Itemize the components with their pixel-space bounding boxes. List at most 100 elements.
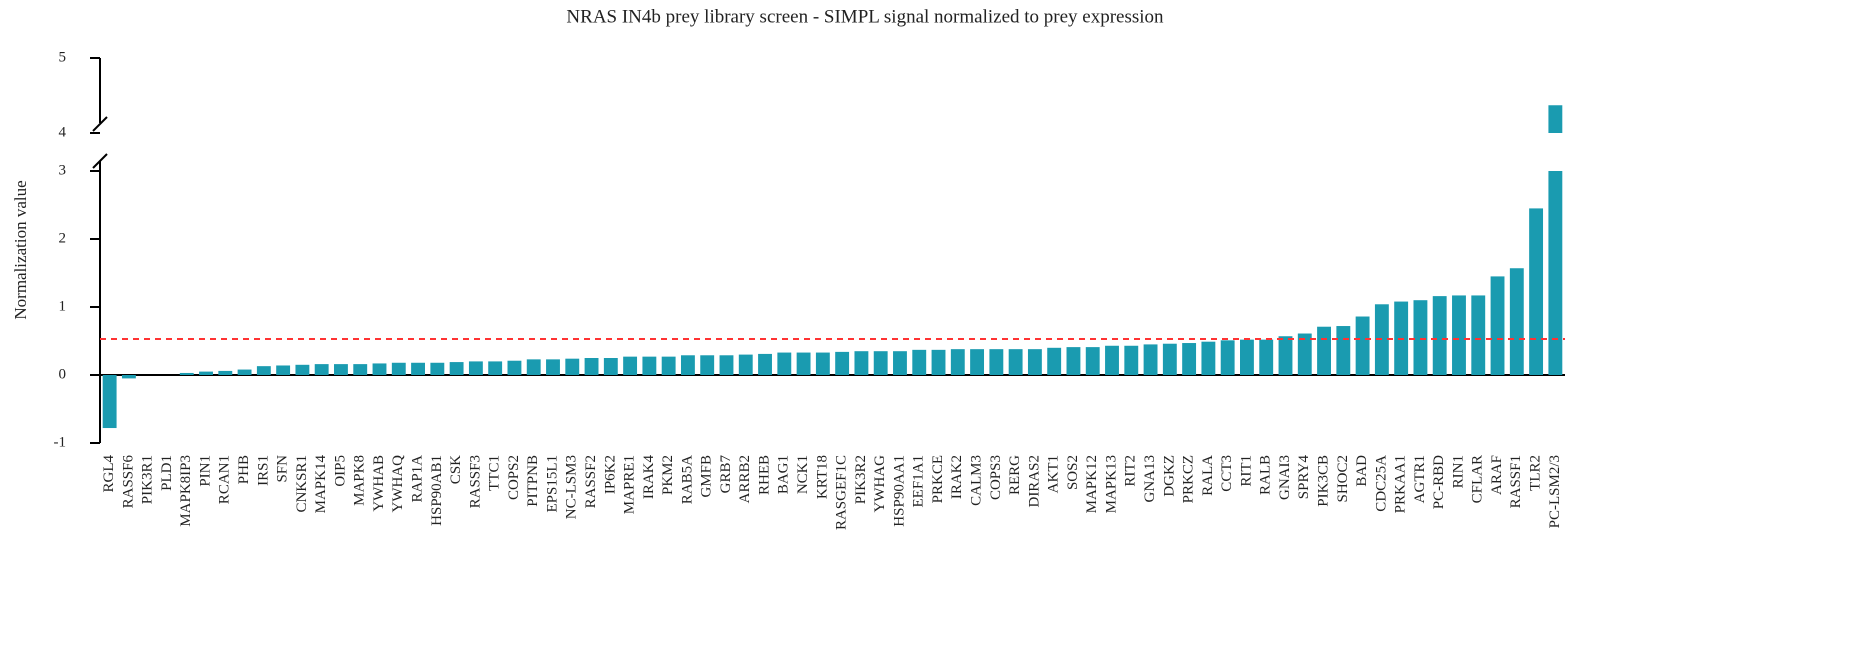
x-tick-label: COPS2: [506, 455, 522, 500]
x-tick-label: KRT18: [814, 455, 830, 499]
bar: [835, 351, 850, 375]
bar: [1143, 344, 1158, 375]
bar: [353, 364, 368, 375]
y-tick-label: 0: [59, 366, 67, 382]
x-tick-label: RERG: [1007, 455, 1023, 495]
bar: [815, 352, 830, 375]
x-tick-label: NCK1: [795, 455, 811, 494]
bar: [449, 362, 464, 375]
x-tick-label: CNKSR1: [294, 455, 310, 513]
bar: [700, 355, 715, 375]
bar: [1201, 341, 1216, 375]
x-tick-label: PIN1: [197, 455, 213, 487]
x-tick-label: PIK3R1: [140, 455, 156, 504]
x-tick-label: IRAK2: [949, 455, 965, 499]
bar: [1509, 268, 1524, 375]
bar: [1124, 345, 1139, 375]
bar: [1529, 208, 1544, 375]
bar: [276, 365, 291, 375]
bar: [1471, 295, 1486, 375]
x-tick-label: PHB: [236, 455, 252, 484]
x-tick-label: RHEB: [756, 455, 772, 495]
x-tick-label: PITPNB: [525, 455, 541, 507]
x-tick-label: MAPK13: [1103, 455, 1119, 513]
x-tick-label: CFLAR: [1470, 455, 1486, 503]
x-tick-label: YWHAG: [872, 455, 888, 513]
bar: [950, 349, 965, 375]
x-tick-label: IP6K2: [602, 455, 618, 494]
bar: [1336, 326, 1351, 375]
x-tick-label: RAB5A: [679, 455, 695, 504]
bar: [738, 354, 753, 375]
bar: [1047, 347, 1062, 375]
x-tick-label: RALB: [1258, 455, 1274, 495]
x-tick-label: PRKCE: [930, 455, 946, 503]
x-tick-label: TLR2: [1528, 455, 1544, 491]
x-tick-label: YWHAB: [371, 455, 387, 512]
bar: [796, 352, 811, 375]
x-tick-label: PIK3R2: [853, 455, 869, 504]
bar: [430, 362, 445, 375]
x-tick-label: IRAK4: [641, 455, 657, 500]
x-tick-label: RASSF1: [1508, 455, 1524, 508]
bar: [1066, 347, 1081, 375]
bar: [912, 349, 927, 375]
x-tick-label: IRS1: [255, 455, 271, 486]
x-tick-label: GNA13: [1142, 455, 1158, 503]
x-tick-label: PKM2: [660, 455, 676, 495]
bar: [931, 349, 946, 375]
bar: [391, 362, 406, 375]
bar: [199, 371, 213, 375]
bar: [719, 355, 734, 375]
x-tick-label: SOS2: [1065, 455, 1081, 490]
bar: [1259, 339, 1274, 375]
x-tick-label: RASSF3: [467, 455, 483, 508]
x-tick-label: CALM3: [969, 455, 985, 506]
x-tick-label: CDC25A: [1373, 455, 1389, 512]
x-tick-label: PRKCZ: [1181, 455, 1197, 503]
axis-break: [92, 116, 108, 169]
x-tick-label: AKT1: [1046, 455, 1062, 493]
x-tick-label: PC-RBD: [1431, 455, 1447, 509]
bar: [623, 356, 638, 375]
x-tick-label: CCT3: [1219, 455, 1235, 492]
bar: [565, 358, 580, 375]
x-tick-label: AGTR1: [1412, 455, 1428, 503]
bar: [1162, 343, 1177, 375]
bar: [584, 358, 599, 375]
bar: [1355, 316, 1370, 375]
x-tick-label: PIK3CB: [1315, 455, 1331, 507]
x-tick-label: ARAF: [1489, 455, 1505, 495]
x-tick-label: RASSF6: [120, 455, 136, 509]
bar: [468, 361, 483, 375]
bar: [603, 358, 618, 375]
x-tick-label: OIP5: [332, 455, 348, 487]
bar: [989, 349, 1004, 375]
x-tick-label: SHOC2: [1335, 455, 1351, 503]
bar: [314, 364, 329, 375]
bar: [873, 351, 888, 375]
x-tick-label: RIN1: [1450, 455, 1466, 488]
y-tick-label: 5: [59, 49, 67, 65]
x-tick-label: MAPK14: [313, 455, 329, 514]
bar: [680, 355, 695, 375]
bar: [1317, 326, 1331, 375]
x-tick-label: RCAN1: [217, 455, 233, 504]
bar: [661, 356, 676, 375]
bar: [1413, 300, 1428, 375]
bar: [546, 359, 560, 375]
x-tick-label: EPS15L1: [544, 455, 560, 513]
bar: [526, 359, 541, 375]
bar: [1297, 333, 1312, 375]
bar: [1490, 276, 1505, 375]
x-tick-label: BAG1: [776, 455, 792, 494]
x-tick-label: COPS3: [988, 455, 1004, 500]
bar: [1182, 343, 1197, 375]
bar: [1008, 349, 1023, 375]
x-tick-label: EEF1A1: [911, 455, 927, 508]
y-tick-label: 3: [59, 162, 67, 178]
x-tick-label: CSK: [448, 455, 464, 484]
bar: [295, 364, 310, 375]
x-tick-label: PLD1: [159, 455, 175, 491]
x-tick-label: GMFB: [699, 455, 715, 498]
